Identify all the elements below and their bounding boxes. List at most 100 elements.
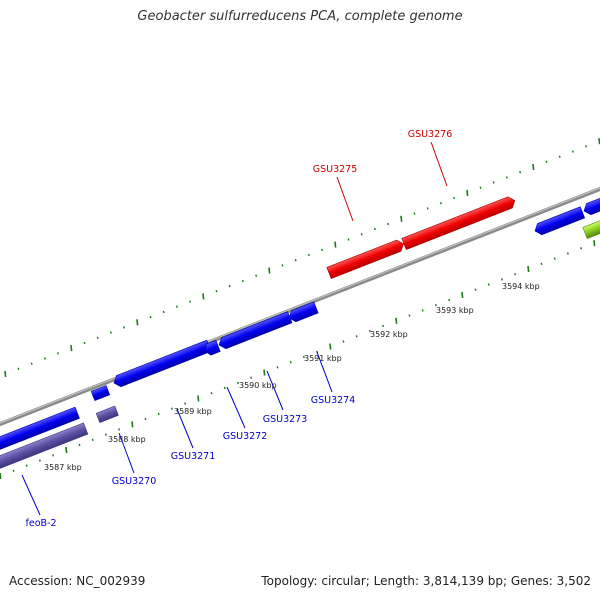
gene-gsu3273[interactable]: [217, 311, 293, 351]
leader-gsu3273: [266, 370, 284, 411]
minor-tick: [302, 355, 305, 359]
scale-label: 3588 kbp: [108, 435, 146, 444]
major-tick: [0, 472, 2, 480]
minor-tick: [479, 186, 482, 189]
gene-label-gsu3273[interactable]: GSU3273: [263, 414, 308, 425]
major-tick: [263, 369, 266, 376]
major-tick: [466, 189, 469, 196]
minor-tick: [57, 352, 60, 355]
minor-tick: [104, 433, 107, 436]
minor-tick: [149, 315, 152, 319]
scale-label: 3589 kbp: [174, 407, 212, 416]
gene-right-1[interactable]: [533, 206, 586, 237]
minor-tick: [241, 279, 244, 283]
minor-tick: [184, 402, 187, 405]
minor-tick: [355, 335, 358, 338]
feature-green[interactable]: [582, 216, 600, 239]
major-tick: [395, 317, 398, 324]
minor-tick: [368, 329, 371, 333]
minor-tick: [373, 227, 376, 231]
major-tick: [136, 319, 139, 326]
scale-label: 3592 kbp: [370, 330, 408, 339]
major-tick: [70, 345, 73, 352]
minor-tick: [487, 283, 490, 286]
minor-tick: [12, 469, 15, 473]
major-tick: [329, 343, 332, 350]
minor-tick: [250, 376, 253, 379]
accession-label: Accession: NC_002939: [9, 574, 146, 588]
gene-label-gsu3276[interactable]: GSU3276: [408, 129, 453, 140]
minor-tick: [144, 417, 147, 421]
scale-label: 3587 kbp: [44, 463, 82, 472]
minor-tick: [210, 391, 213, 395]
leader-gsu3274: [316, 351, 333, 393]
minor-tick: [545, 160, 548, 164]
major-tick: [593, 240, 596, 247]
gene-label-gsu3270[interactable]: GSU3270: [112, 476, 157, 487]
minor-tick: [281, 264, 284, 267]
major-tick: [461, 291, 464, 298]
minor-tick: [228, 284, 231, 288]
gene-label-gsu3274[interactable]: GSU3274: [311, 395, 356, 406]
minor-tick: [347, 238, 350, 241]
minor-tick: [321, 248, 324, 252]
minor-tick: [492, 181, 495, 184]
minor-tick: [408, 314, 411, 317]
gene-block-left[interactable]: [0, 406, 80, 451]
major-tick: [268, 267, 271, 274]
minor-tick: [118, 428, 121, 431]
minor-tick: [505, 176, 508, 179]
feature-feob-2[interactable]: [0, 422, 89, 470]
minor-tick: [571, 150, 574, 153]
gene-gsu3271[interactable]: [112, 339, 212, 388]
gene-label-gsu3271[interactable]: GSU3271: [171, 451, 216, 462]
gene-gsu3274[interactable]: [287, 301, 319, 324]
scale-label: 3591 kbp: [304, 354, 342, 363]
minor-tick: [30, 362, 33, 365]
major-tick: [532, 163, 535, 171]
scale-labels: 3587 kbp 3588 kbp 3589 kbp 3590 kbp 3591…: [44, 282, 540, 472]
major-tick: [334, 241, 337, 248]
minor-tick: [170, 407, 173, 410]
scale-label: 3594 kbp: [502, 282, 540, 291]
genome-backbone-highlight: [0, 187, 600, 424]
major-tick: [202, 293, 205, 300]
minor-tick: [236, 381, 239, 385]
genome-backbone: [0, 186, 600, 427]
gene-label-gsu3272[interactable]: GSU3272: [223, 431, 268, 442]
minor-tick: [387, 222, 390, 226]
leader-gsu3271: [176, 408, 194, 449]
minor-tick: [448, 298, 451, 302]
minor-tick: [91, 438, 94, 442]
minor-tick: [43, 357, 46, 360]
outer-tick-ring: [4, 138, 600, 378]
gene-gsu3275[interactable]: [326, 238, 406, 279]
leader-gsu3275: [336, 176, 354, 222]
feature-gsu3270[interactable]: [95, 405, 119, 424]
minor-tick: [566, 252, 569, 255]
minor-tick: [585, 145, 588, 148]
minor-tick: [17, 367, 20, 371]
gene-label-gsu3275[interactable]: GSU3275: [313, 164, 358, 175]
gene-gsu3276[interactable]: [401, 195, 517, 250]
major-tick: [527, 265, 530, 273]
minor-tick: [426, 207, 429, 210]
gene-label-feob-2[interactable]: feoB-2: [26, 518, 57, 529]
gene-right-2[interactable]: [582, 194, 600, 216]
map-title: Geobacter sulfurreducens PCA, complete g…: [137, 9, 463, 24]
gene-gsu3270-top[interactable]: [90, 385, 111, 402]
major-tick: [197, 395, 200, 402]
minor-tick: [255, 274, 258, 277]
minor-tick: [223, 386, 226, 390]
minor-tick: [123, 326, 126, 329]
minor-tick: [434, 303, 437, 307]
minor-tick: [519, 170, 522, 174]
leader-gsu3272: [226, 386, 246, 429]
leader-gsu3270: [118, 432, 135, 474]
minor-tick: [553, 257, 556, 260]
genome-summary: Topology: circular; Length: 3,814,139 bp…: [261, 574, 591, 588]
minor-tick: [474, 288, 477, 291]
minor-tick: [83, 341, 86, 345]
leader-feob-2: [21, 474, 41, 516]
gene-gsu3272-small[interactable]: [203, 339, 221, 356]
